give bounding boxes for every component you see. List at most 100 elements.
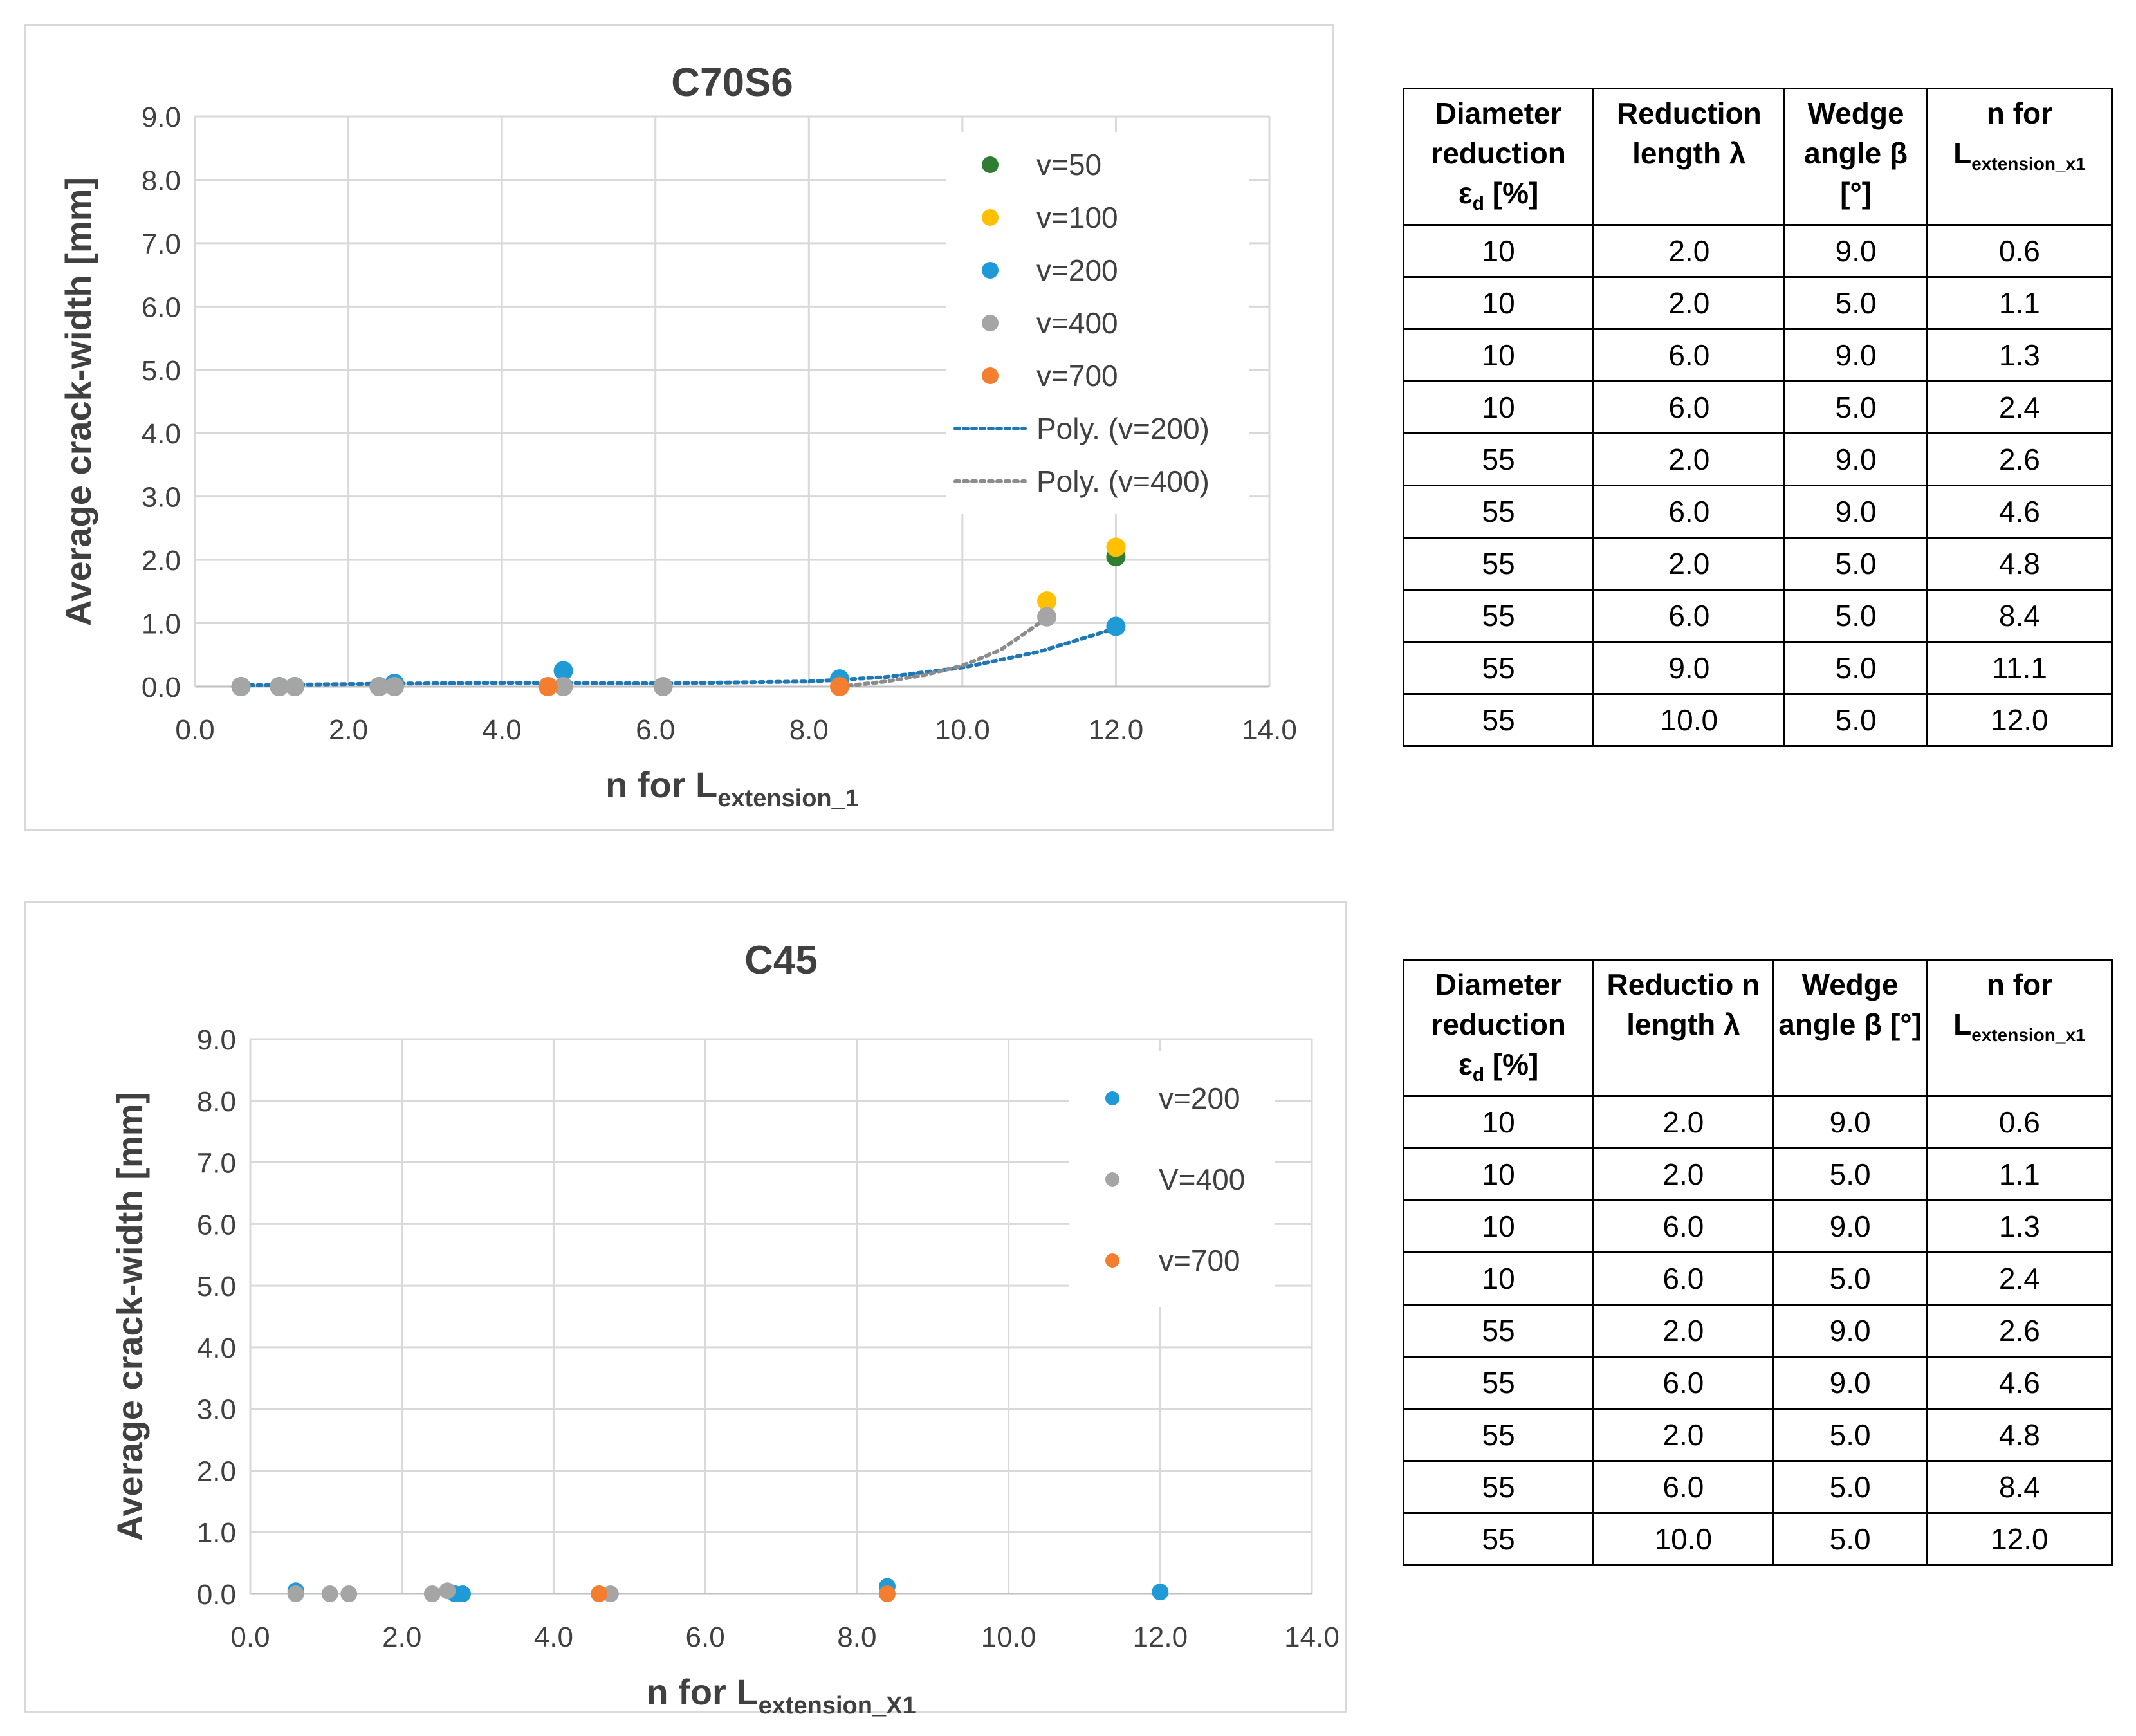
table-cell: 6.0 [1592, 1251, 1774, 1306]
x-tick-label: 6.0 [636, 714, 675, 746]
table-cell: 55 [1402, 485, 1595, 539]
table-cell: 10 [1402, 1147, 1595, 1202]
header-l: L [1953, 136, 1972, 170]
legend-label: v=200 [1159, 1082, 1240, 1115]
table-row: 10 6.0 9.0 1.3 [1402, 328, 2113, 383]
chart-panel-c70s6: C70S6 0.0 1.0 2.0 3.0 4.0 5.0 6.0 7.0 8.0 9.0 0.0 2.… [24, 24, 1334, 831]
data-point [553, 677, 573, 696]
header-wedge-angle: Wedge angle β [°] [1772, 958, 1928, 1098]
table-cell: 2.0 [1592, 1147, 1774, 1202]
table-cell: 12.0 [1926, 693, 2113, 748]
table-cell: 9.0 [1772, 1304, 1928, 1358]
table-cell: 55 [1402, 641, 1595, 696]
header-l-sub: extension_x1 [1971, 154, 2086, 174]
header-epsilon: ε [1458, 1048, 1473, 1081]
header-reduction-length: Reductio n length λ [1592, 958, 1774, 1098]
table-cell: 2.0 [1592, 537, 1786, 591]
table-cell: 6.0 [1592, 1199, 1774, 1254]
legend-marker [1105, 1091, 1119, 1105]
table-cell: 9.0 [1783, 328, 1928, 383]
y-tick-label: 9.0 [142, 102, 181, 133]
trendline [838, 616, 1049, 688]
table-cell: 5.0 [1772, 1251, 1928, 1306]
data-point [1037, 591, 1057, 611]
y-tick-label: 6.0 [197, 1209, 236, 1241]
legend-label: v=100 [1036, 201, 1118, 234]
table-row: 55 10.0 5.0 12.0 [1402, 693, 2113, 748]
header-epsilon-sub: d [1472, 1064, 1485, 1086]
table-cell: 55 [1402, 1460, 1595, 1515]
data-point [287, 1585, 304, 1602]
legend-marker [1105, 1253, 1119, 1268]
table-cell: 5.0 [1772, 1512, 1928, 1567]
data-point [553, 661, 573, 681]
table-cell: 9.0 [1783, 485, 1928, 539]
legend-marker [982, 367, 999, 384]
table-row: 55 6.0 9.0 4.6 [1402, 485, 2113, 539]
data-point [369, 677, 389, 696]
y-tick-label: 6.0 [142, 291, 181, 323]
data-point [231, 677, 251, 696]
data-point [879, 1585, 896, 1602]
x-tick-label: 12.0 [1132, 1621, 1188, 1653]
table-cell: 4.8 [1926, 1408, 2113, 1463]
table-cell: 2.6 [1926, 1304, 2113, 1358]
y-tick-label: 1.0 [197, 1517, 236, 1549]
table-cell: 1.3 [1926, 1199, 2113, 1254]
table-cell: 55 [1402, 693, 1595, 748]
table-cell: 2.0 [1592, 224, 1786, 279]
table-cell: 2.4 [1926, 1251, 2113, 1306]
table-cell: 5.0 [1783, 380, 1928, 435]
header-diameter-reduction: Diameter reduction εd [%] [1402, 87, 1595, 226]
table-cell: 8.4 [1926, 1460, 2113, 1515]
data-point [830, 677, 849, 696]
scatter-chart-c45: C45 0.0 1.0 2.0 3.0 4.0 5.0 6.0 7.0 8.0 9.0 0.0 2.0 4… [109, 938, 1340, 1719]
chart-panel-c45: C45 0.0 1.0 2.0 3.0 4.0 5.0 6.0 7.0 8.0 9.0 0.0 2.0 4… [24, 901, 1347, 1719]
x-tick-label: 2.0 [382, 1621, 421, 1653]
y-tick-label: 4.0 [142, 418, 181, 450]
table-cell: 10 [1402, 328, 1595, 383]
table-cell: 10 [1402, 224, 1595, 279]
x-tick-label: 8.0 [789, 714, 829, 746]
table-cell: 6.0 [1592, 1460, 1774, 1515]
table-cell: 10 [1402, 1095, 1595, 1150]
header-n-for-text: n for [1986, 968, 2052, 1001]
legend-marker [982, 262, 999, 279]
table-cell: 0.6 [1926, 1095, 2113, 1150]
table-row: 10 6.0 9.0 1.3 [1402, 1199, 2113, 1254]
table-cell: 6.0 [1592, 328, 1786, 383]
table-cell: 5.0 [1772, 1408, 1928, 1463]
table-cell: 10.0 [1592, 693, 1786, 748]
table-cell: 0.6 [1926, 224, 2113, 279]
y-tick-label: 0.0 [197, 1579, 236, 1611]
y-axis-label: Average crack-width [mm] [109, 1092, 150, 1541]
legend-marker [982, 209, 999, 226]
table-cell: 12.0 [1926, 1512, 2113, 1567]
data-point [385, 677, 405, 696]
table-cell: 9.0 [1772, 1199, 1928, 1254]
table-row: 10 6.0 5.0 2.4 [1402, 1251, 2113, 1306]
table-cell: 2.0 [1592, 1095, 1774, 1150]
header-l: L [1953, 1008, 1972, 1041]
legend-label: v=50 [1036, 148, 1101, 181]
x-tick-label: 2.0 [329, 714, 368, 746]
table-cell: 10 [1402, 1251, 1595, 1306]
x-tick-label: 14.0 [1284, 1621, 1340, 1653]
table-cell: 6.0 [1592, 1356, 1774, 1410]
x-tick-label: 0.0 [230, 1621, 270, 1653]
y-tick-label: 4.0 [197, 1333, 236, 1364]
table-cell: 10.0 [1592, 1512, 1774, 1567]
table-cell: 1.1 [1926, 1147, 2113, 1202]
table-cell: 6.0 [1592, 485, 1786, 539]
y-tick-label: 5.0 [142, 355, 181, 387]
table-row: 10 2.0 5.0 1.1 [1402, 1147, 2113, 1202]
header-reduction-length: Reduction length λ [1592, 87, 1786, 226]
scatter-chart-c70s6: C70S6 0.0 1.0 2.0 3.0 4.0 5.0 6.0 7.0 8.0 9.0 0.0 2.… [58, 60, 1297, 812]
data-point [1037, 607, 1057, 627]
legend-marker [982, 315, 999, 331]
legend-label: v=700 [1159, 1244, 1240, 1277]
table-cell: 8.4 [1926, 589, 2113, 643]
data-point [439, 1582, 456, 1600]
table-body: 10 2.0 9.0 0.6 10 2.0 5.0 1.1 10 6.0 9.0 1.3 10 6.0 5.… [1402, 1095, 2113, 1567]
x-tick-label: 0.0 [175, 714, 214, 746]
